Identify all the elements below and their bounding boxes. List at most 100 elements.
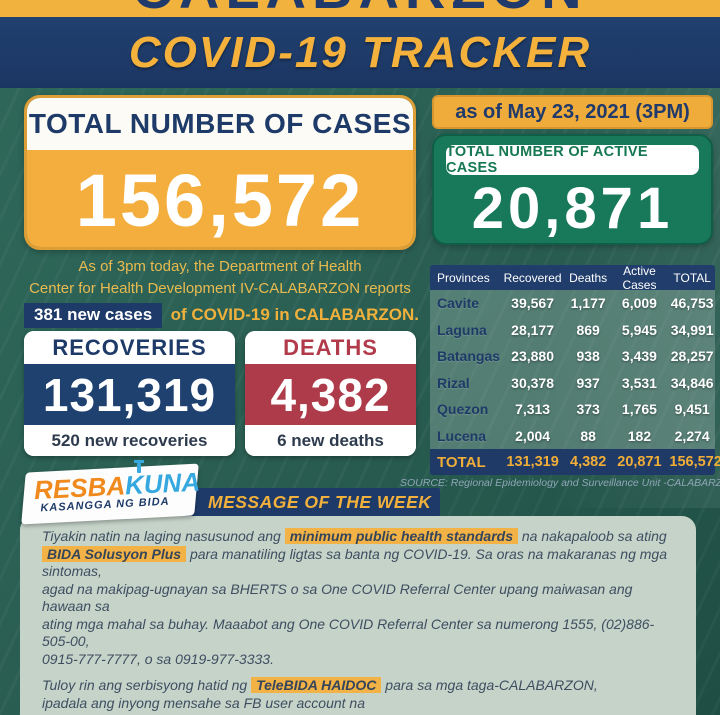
recoveries-card: RECOVERIES 131,319 520 new recoveries (24, 331, 235, 456)
recoveries-header: RECOVERIES (24, 331, 235, 364)
table-cell-province: Rizal (437, 374, 470, 391)
total-cases-value: 156,572 (75, 158, 365, 242)
table-cell-value: 2,004 (515, 427, 551, 444)
table-cell-value: 869 (576, 321, 600, 338)
active-cases-header: TOTAL NUMBER OF ACTIVE CASES (446, 144, 699, 176)
table-cell-province: Laguna (437, 321, 487, 338)
region-title-band: CALABARZON (0, 0, 720, 17)
highlighted-text: TeleBIDA HAIDOC (251, 677, 382, 693)
message-text: na nakapaloob sa ating (517, 528, 667, 544)
table-cell-value: 28,257 (670, 348, 714, 365)
province-table-header: Provinces Recovered Deaths Active Cases TOTA… (430, 264, 715, 292)
table-cell-value: 39,567 (511, 295, 554, 312)
table-cell-value: 30,378 (511, 374, 554, 391)
recoveries-label: RECOVERIES (52, 334, 207, 360)
as-of-date-label: as of May 23, 2021 (3PM) (455, 100, 690, 123)
recoveries-body: 131,319 (24, 364, 235, 425)
table-cell-value: 937 (576, 374, 600, 391)
message-text: ating mga mahal sa buhay. Maaabot ang On… (42, 615, 655, 650)
table-row: Cavite 39,567 1,177 6,009 46,753 (430, 290, 715, 317)
deaths-value: 4,382 (270, 368, 391, 421)
deaths-card: DEATHS 4,382 6 new deaths (245, 331, 416, 456)
table-cell-value: 34,846 (670, 374, 714, 391)
province-table-body: Cavite 39,567 1,177 6,009 46,753 Laguna 28,177… (430, 290, 715, 449)
page-title: COVID-19 TRACKER (128, 28, 592, 77)
table-cell-value: 2,274 (674, 427, 710, 444)
deaths-footer: 6 new deaths (245, 425, 416, 456)
table-cell-province: Provinces (437, 270, 490, 285)
table-cell-value: 1,177 (570, 295, 606, 312)
recoveries-footer: 520 new recoveries (24, 425, 235, 456)
table-cell-value: 88 (580, 427, 596, 444)
table-cell-value: 6,009 (621, 295, 657, 312)
table-cell-value: 20,871 (617, 454, 662, 470)
total-cases-label: TOTAL NUMBER OF CASES (28, 108, 412, 139)
table-cell-value: 46,753 (670, 295, 714, 312)
active-cases-card: TOTAL NUMBER OF ACTIVE CASES 20,871 (432, 134, 713, 245)
deaths-label: DEATHS (283, 334, 378, 360)
report-line-1: As of 3pm today, the Department of Healt… (78, 258, 362, 275)
deaths-header: DEATHS (245, 331, 416, 364)
table-cell-value: 23,880 (511, 348, 554, 365)
table-cell-value: 373 (576, 401, 600, 418)
message-of-the-week-bar: MESSAGE OF THE WEEK (178, 488, 440, 516)
report-line-3-rest: of COVID-19 in CALABARZON. (170, 305, 419, 324)
table-cell-value: 28,177 (511, 321, 554, 338)
message-text: agad na makipag-ugnayan sa BHERTS o sa O… (42, 580, 633, 615)
table-row: Quezon 7,313 373 1,765 9,451 (430, 396, 715, 423)
deaths-body: 4,382 (245, 364, 416, 425)
highlighted-text: BIDA Solusyon Plus (42, 545, 187, 562)
table-cell-value: Recovered (503, 270, 562, 285)
table-cell-province: Cavite (437, 295, 480, 312)
table-row: Laguna 28,177 869 5,945 34,991 (430, 317, 715, 344)
table-cell-value: 7,313 (515, 401, 551, 418)
table-cell-value: 5,945 (621, 321, 657, 338)
table-cell-value: 3,439 (621, 348, 657, 365)
recoveries-value: 131,319 (42, 368, 217, 421)
page-title-band: COVID-19 TRACKER (0, 17, 720, 88)
table-cell-value: 938 (576, 348, 600, 365)
table-cell-value: 3,531 (621, 374, 657, 391)
report-line-2: Center for Health Development IV-CALABAR… (29, 280, 411, 297)
table-cell-value: 9,451 (674, 401, 710, 418)
table-cell-province: Quezon (437, 401, 489, 418)
table-cell-province: Batangas (437, 348, 501, 365)
report-line-3: 381 new cases of COVID-19 in CALABARZON. (24, 303, 419, 328)
message-text: 0915-777-7777, o sa 0919-977-3333. (42, 650, 274, 667)
table-cell-value: 182 (627, 427, 652, 444)
table-cell-province: Lucena (437, 427, 487, 444)
total-cases-header: TOTAL NUMBER OF CASES (27, 98, 413, 150)
province-table-total-row: TOTAL 131,319 4,382 20,871 156,572 (430, 449, 720, 475)
message-text: Tiyakin natin na laging nasusunod ang (42, 528, 285, 544)
message-paragraph: Tiyakin natin na laging nasusunod ang mi… (42, 528, 674, 668)
message-of-the-week-title: MESSAGE OF THE WEEK (208, 491, 432, 512)
message-text: ipadala ang inyong mensahe sa FB user ac… (42, 694, 365, 715)
table-row: Rizal 30,378 937 3,531 34,846 (430, 370, 715, 397)
active-cases-body: 20,871 (434, 175, 711, 241)
table-cell-value: TOTAL (673, 270, 711, 285)
resbakuna-logo: RESBAKUNA KASANGGA NG BIDA (21, 460, 201, 525)
new-cases-badge: 381 new cases (24, 303, 163, 328)
table-cell-value: 131,319 (506, 454, 559, 470)
recoveries-note: 520 new recoveries (51, 430, 208, 450)
message-text: para manatiling ligtas sa banta ng COVID… (42, 545, 667, 580)
message-paragraph: Tuloy rin ang serbisyong hatid ng TeleBI… (42, 677, 674, 715)
table-cell-province: TOTAL (437, 453, 486, 471)
table-source-note: SOURCE: Regional Epidemiology and Survei… (400, 477, 720, 489)
region-title: CALABARZON (0, 0, 720, 17)
total-cases-body: 156,572 (27, 150, 413, 247)
table-row: Batangas 23,880 938 3,439 28,257 (430, 343, 715, 370)
message-panel: Tiyakin natin na laging nasusunod ang mi… (20, 516, 696, 715)
table-cell-value: 1,765 (621, 401, 657, 418)
report-note: As of 3pm today, the Department of Healt… (24, 256, 419, 328)
table-cell-value: Deaths (569, 270, 608, 285)
active-cases-label: TOTAL NUMBER OF ACTIVE CASES (446, 144, 648, 176)
table-cell-value: 34,991 (670, 321, 714, 338)
table-row: Lucena 2,004 88 182 2,274 (430, 423, 715, 450)
highlighted-text: minimum public health standards (284, 528, 518, 544)
table-cell-value: 156,572 (669, 454, 720, 470)
active-cases-value: 20,871 (471, 175, 674, 241)
deaths-note: 6 new deaths (277, 430, 384, 450)
message-text: para sa mga taga-CALABARZON, (381, 677, 598, 693)
